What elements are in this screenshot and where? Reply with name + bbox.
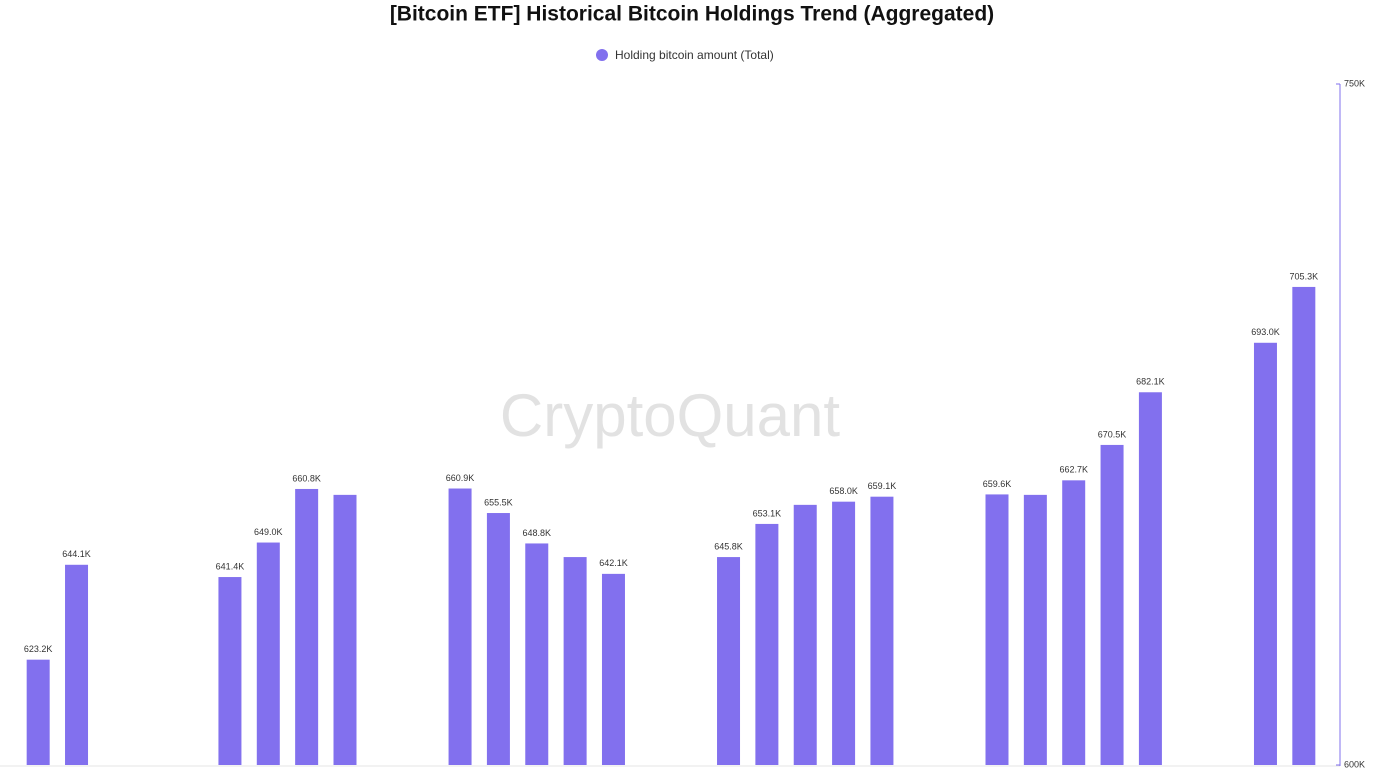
bar xyxy=(870,496,894,765)
bar xyxy=(793,504,817,765)
y-tick-label: 750K xyxy=(1344,78,1365,88)
bar xyxy=(525,543,549,765)
bar xyxy=(333,494,357,765)
value-label: 705.3K xyxy=(1290,271,1319,281)
bar xyxy=(985,494,1009,765)
value-label: 649.0K xyxy=(254,527,283,537)
value-label: 623.2K xyxy=(24,644,53,654)
bar xyxy=(1138,392,1162,765)
bar xyxy=(1100,444,1124,765)
value-label: 659.1K xyxy=(868,481,897,491)
bar xyxy=(256,542,280,765)
value-label: 662.7K xyxy=(1059,465,1088,475)
bar xyxy=(832,501,856,765)
bar xyxy=(755,523,779,765)
value-label: 682.1K xyxy=(1136,377,1165,387)
bar xyxy=(448,488,472,765)
bar xyxy=(1292,286,1316,765)
watermark: CryptoQuant xyxy=(500,382,840,449)
value-label: 658.0K xyxy=(829,486,858,496)
bar xyxy=(1253,342,1277,765)
value-label: 660.8K xyxy=(292,473,321,483)
value-label: 644.1K xyxy=(62,549,91,559)
bar xyxy=(486,513,510,765)
bar xyxy=(26,659,50,765)
value-label: 655.5K xyxy=(484,497,513,507)
legend-marker xyxy=(596,49,608,61)
legend-label[interactable]: Holding bitcoin amount (Total) xyxy=(615,48,774,62)
bar xyxy=(218,577,242,765)
bar xyxy=(717,557,741,765)
value-label: 659.6K xyxy=(983,479,1012,489)
value-label: 670.5K xyxy=(1098,429,1127,439)
value-label: 641.4K xyxy=(216,561,245,571)
bar xyxy=(65,564,89,765)
value-label: 642.1K xyxy=(599,558,628,568)
y-tick-label: 600K xyxy=(1344,759,1365,769)
bar xyxy=(563,557,587,765)
value-label: 648.8K xyxy=(522,528,551,538)
value-label: 653.1K xyxy=(753,508,782,518)
bar xyxy=(601,573,625,765)
chart-title: [Bitcoin ETF] Historical Bitcoin Holding… xyxy=(390,3,994,26)
bar xyxy=(1062,480,1086,765)
bar xyxy=(295,488,319,765)
value-label: 660.9K xyxy=(446,473,475,483)
bar xyxy=(1023,494,1047,765)
value-label: 645.8K xyxy=(714,541,743,551)
value-label: 693.0K xyxy=(1251,327,1280,337)
